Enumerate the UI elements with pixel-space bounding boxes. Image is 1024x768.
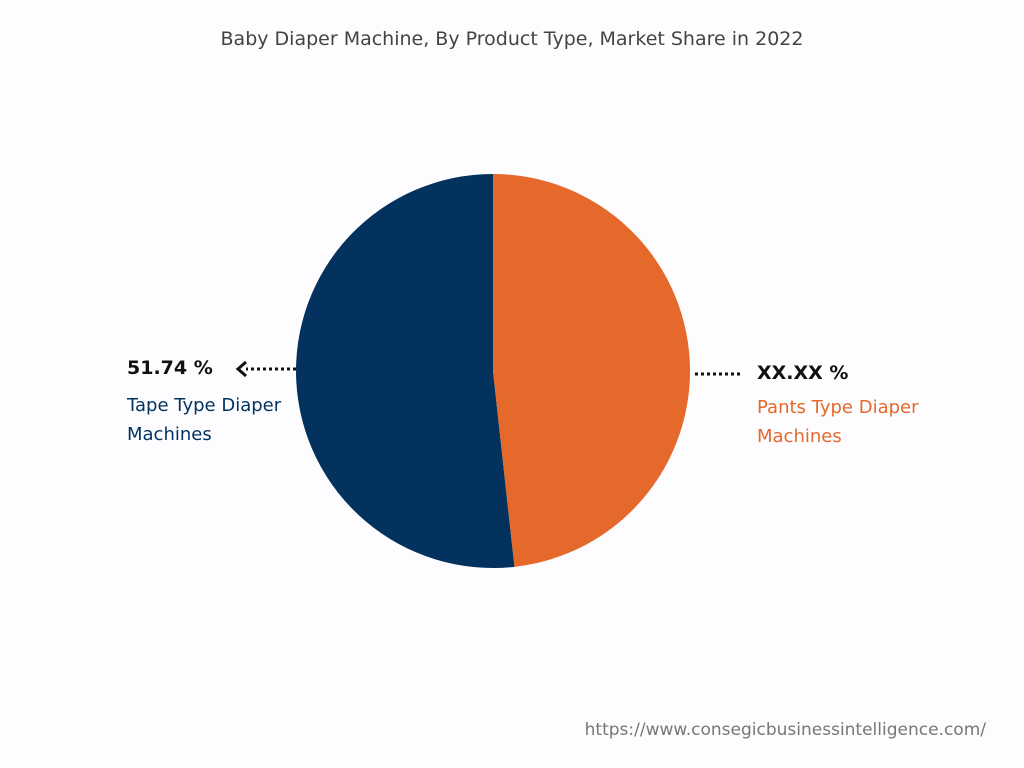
chart-title: Baby Diaper Machine, By Product Type, Ma… <box>220 28 804 50</box>
leader-arrow <box>235 360 247 378</box>
value-label: 51.74 % <box>127 357 213 379</box>
category-label: Tape Type Diaper Machines <box>127 395 282 445</box>
pie-slice <box>296 174 515 568</box>
category-label: Pants Type Diaper Machines <box>757 397 919 447</box>
pie-slice <box>493 174 690 567</box>
pie <box>296 174 690 568</box>
value-label: XX.XX % <box>757 362 849 384</box>
source-url[interactable]: https://www.consegicbusinessintelligence… <box>584 720 986 740</box>
